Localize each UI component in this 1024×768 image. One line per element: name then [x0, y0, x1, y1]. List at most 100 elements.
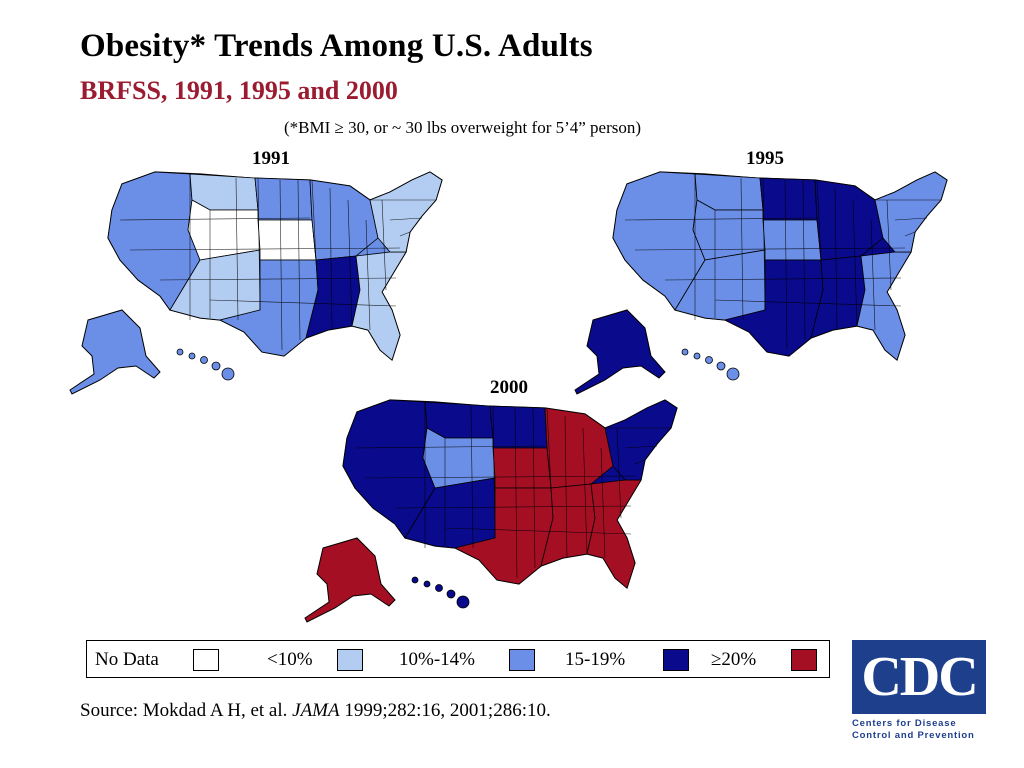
region-plains_n: [759, 177, 818, 221]
region-hawaii-island: [188, 352, 196, 360]
cdc-logo-line1: Centers for Disease: [852, 718, 957, 729]
cdc-logo: CDC Centers for Disease Control and Prev…: [852, 640, 986, 741]
map-legend: No Data <10% 10%-14% 15-19% ≥20%: [86, 640, 830, 678]
state-border-line: [546, 407, 552, 489]
state-border-line: [634, 459, 646, 465]
cdc-logo-line2: Control and Prevention: [852, 730, 975, 741]
state-border-line: [834, 187, 838, 331]
state-border-line: [714, 299, 902, 307]
legend-swatch-ge20: [791, 649, 817, 671]
state-border-line: [616, 427, 622, 519]
region-hawaii-island: [200, 356, 208, 364]
source-prefix: Source: Mokdad A H, et al.: [80, 700, 293, 721]
state-border-line: [582, 427, 588, 555]
region-hawaii-island: [411, 576, 419, 584]
state-border-line: [119, 217, 311, 221]
region-hawaii-island: [221, 367, 235, 381]
state-border-line: [600, 447, 606, 559]
legend-label-15-19: 15-19%: [565, 649, 626, 670]
region-northeast: [369, 171, 443, 253]
region-hawaii-island: [456, 595, 470, 609]
source-citation: Source: Mokdad A H, et al. JAMA 1999;282…: [80, 700, 551, 722]
state-border-line: [279, 179, 283, 351]
state-border-line: [444, 527, 632, 535]
region-hawaii-island: [693, 352, 701, 360]
state-border-line: [802, 179, 806, 341]
state-border-line: [634, 247, 906, 251]
region-hawaii-island: [211, 361, 221, 371]
legend-swatch-15-19: [663, 649, 689, 671]
region-plains_n: [489, 405, 548, 449]
state-border-line: [664, 277, 902, 281]
state-border-line: [364, 475, 636, 479]
region-alaska: [69, 309, 161, 395]
map-year-label-2000: 2000: [490, 377, 528, 398]
state-border-line: [394, 505, 632, 509]
region-hawaii-island: [176, 348, 184, 356]
state-border-line: [564, 415, 568, 559]
region-southeast: [586, 479, 642, 589]
state-border-line: [904, 231, 916, 237]
region-hawaii-island: [681, 348, 689, 356]
state-border-line: [852, 199, 858, 327]
state-border-line: [329, 187, 333, 331]
state-border-line: [816, 179, 822, 261]
slide-subtitle: BRFSS, 1991, 1995 and 2000: [80, 76, 398, 105]
state-border-line: [129, 247, 401, 251]
state-border-line: [624, 217, 816, 221]
region-northeast: [604, 399, 678, 481]
us-map-1995: [574, 171, 948, 395]
source-suffix: 1999;282:16, 2001;286:10.: [339, 700, 551, 721]
region-plains_c: [762, 219, 822, 261]
region-hawaii-island: [705, 356, 713, 364]
legend-swatch-lt10: [337, 649, 363, 671]
legend-swatch-10-14: [509, 649, 535, 671]
state-border-line: [532, 407, 536, 569]
legend-label-10-14: 10%-14%: [399, 649, 475, 670]
state-border-line: [354, 445, 546, 449]
slide-title: Obesity* Trends Among U.S. Adults: [80, 28, 593, 64]
legend-label-lt10: <10%: [267, 649, 313, 670]
map-year-label-1991: 1991: [252, 148, 290, 169]
state-border-line: [365, 219, 371, 331]
region-alaska: [304, 537, 396, 623]
us-map-1991: [69, 171, 443, 395]
region-southeast: [856, 251, 912, 361]
state-border-line: [347, 199, 353, 327]
state-border-line: [886, 199, 892, 291]
region-hawaii-island: [446, 589, 456, 599]
legend-swatch-no-data: [193, 649, 219, 671]
legend-label-no-data: No Data: [95, 649, 159, 670]
region-northeast: [874, 171, 948, 253]
region-hawaii-island: [435, 584, 443, 592]
state-border-line: [870, 219, 876, 331]
map-year-label-1995: 1995: [746, 148, 784, 169]
region-hawaii-island: [423, 580, 431, 588]
state-border-line: [209, 299, 397, 307]
state-border-line: [624, 445, 658, 449]
region-plains_c: [492, 447, 552, 489]
us-map-2000: [304, 399, 678, 623]
state-border-line: [894, 217, 928, 221]
state-borders: [119, 174, 436, 351]
region-hawaii-island: [716, 361, 726, 371]
state-border-line: [399, 231, 411, 237]
state-border-line: [784, 179, 788, 351]
region-plains_c: [257, 219, 317, 261]
region-plains_n: [254, 177, 313, 221]
state-border-line: [492, 405, 496, 539]
state-borders: [354, 402, 671, 579]
state-border-line: [389, 217, 423, 221]
cdc-logo-box: CDC: [852, 640, 986, 714]
state-border-line: [257, 177, 261, 311]
state-border-line: [762, 177, 766, 311]
state-border-line: [159, 277, 397, 281]
state-border-line: [297, 179, 301, 341]
region-southeast: [351, 251, 407, 361]
bmi-footnote: (*BMI ≥ 30, or ~ 30 lbs overweight for 5…: [284, 118, 642, 137]
cdc-logo-letters: CDC: [861, 646, 978, 708]
region-hawaii-island: [726, 367, 740, 381]
legend-label-ge20: ≥20%: [711, 649, 757, 670]
region-alaska: [574, 309, 666, 395]
state-borders: [624, 174, 941, 351]
